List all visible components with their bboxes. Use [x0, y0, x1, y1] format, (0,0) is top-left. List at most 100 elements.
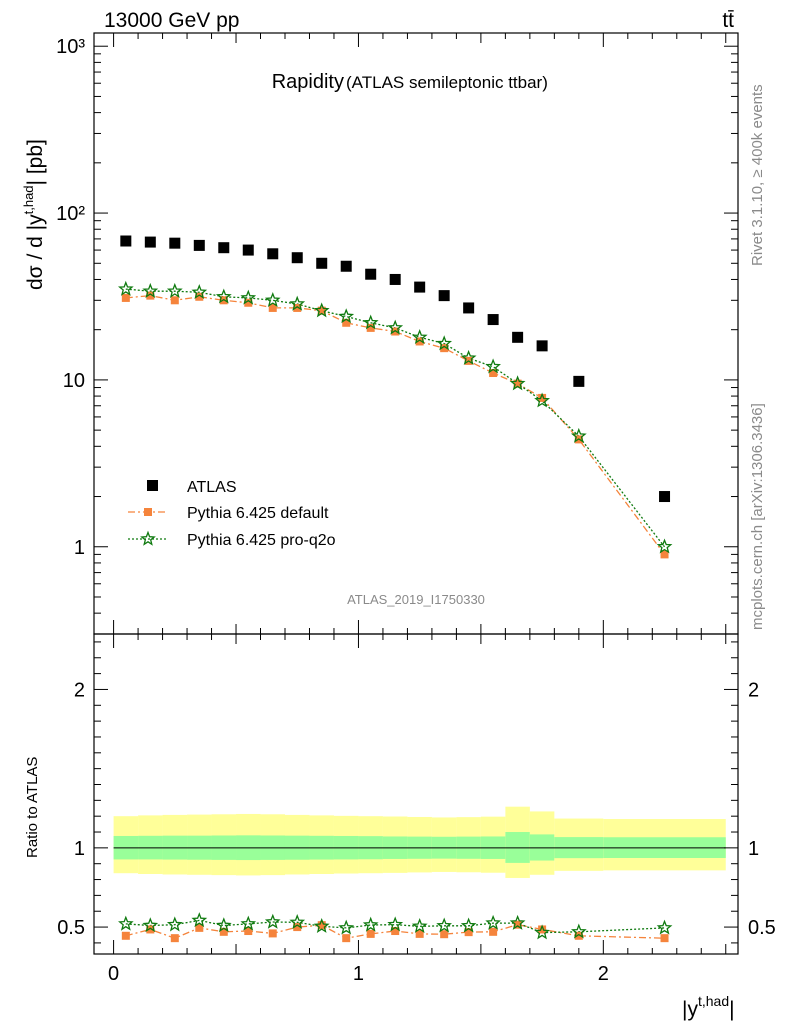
pythia-default-point	[317, 306, 326, 315]
ratio-pythia-default-point	[293, 923, 302, 932]
pythia-default-point	[293, 303, 302, 312]
pythia-proq2o-point	[436, 335, 453, 351]
pythia-proq2o-point	[485, 358, 501, 374]
pythia-proq2o-point	[509, 375, 526, 391]
ratio-pythia-proq2o-point	[215, 917, 232, 933]
x-axis-label: |yt,had|	[682, 993, 735, 1021]
pythia-proq2o-point	[289, 295, 306, 311]
pythia-proq2o-point	[142, 282, 159, 298]
pythia-default-point	[121, 293, 130, 302]
axis-ticks: 1 10 10² 10³ 0.5 0.5 1 1 2 2 0 1 2	[56, 33, 776, 985]
y-tick-label-ratio-right: 1	[748, 838, 759, 860]
legend-label-pythia-proq2o: Pythia 6.425 pro-q2o	[187, 532, 336, 549]
chart-title: Rapidity	[272, 71, 344, 93]
pythia-proq2o-point	[191, 284, 208, 300]
ratio-pythia-default-point	[574, 931, 583, 940]
pythia-default-point	[538, 393, 547, 402]
ratio-pythia-proq2o-point	[509, 914, 526, 930]
ratio-pythia-default-point	[415, 929, 424, 938]
ratio-pythia-proq2o-point	[240, 915, 257, 931]
ratio-pythia-default-point	[464, 928, 473, 937]
ratio-panel	[93, 633, 739, 955]
ratio-pythia-default-point	[317, 921, 326, 930]
ratio-pythia-proq2o-point	[570, 923, 587, 939]
pythia-proq2o-point	[313, 302, 330, 318]
header-left: 13000 GeV pp	[104, 9, 239, 32]
atlas-data-point	[573, 375, 585, 387]
ratio-pythia-default-point	[170, 934, 179, 943]
atlas-data-point	[144, 236, 156, 248]
ratio-pythia-default-point	[219, 927, 228, 936]
pythia-default-point	[415, 337, 424, 346]
ratio-pythia-proq2o-point	[191, 912, 208, 928]
ratio-pythia-default-point	[660, 934, 669, 943]
x-tick-label: 0	[108, 963, 119, 985]
atlas-data-point	[316, 257, 328, 269]
ratio-pythia-default-point	[121, 931, 130, 940]
y-tick-label-ratio-right: 2	[748, 679, 759, 701]
y-tick-label-ratio-right: 0.5	[748, 917, 776, 939]
ratio-pythia-default-point	[268, 929, 277, 938]
pythia-default-point	[342, 318, 351, 327]
pythia-default-point	[146, 291, 155, 300]
atlas-data-point	[340, 260, 352, 272]
atlas-data-point	[487, 314, 499, 326]
y-tick-label-ratio-left: 2	[74, 679, 85, 701]
pythia-proq2o-point	[338, 308, 355, 324]
pythia-proq2o-point	[264, 292, 281, 308]
pythia-proq2o-point	[387, 319, 404, 335]
y-tick-label-main: 10	[63, 370, 85, 392]
ratio-pythia-proq2o-point	[362, 916, 379, 932]
rivet-label: Rivet 3.1.10, ≥ 400k events	[749, 84, 766, 266]
uncertainty-bands	[113, 806, 726, 878]
atlas-data-point	[414, 281, 426, 293]
pythia-proq2o-point	[215, 288, 232, 304]
y-tick-label-main: 1	[74, 537, 85, 559]
atlas-data-point	[389, 273, 401, 285]
ratio-panel-frame	[93, 633, 739, 955]
mcplots-label: mcplots.cern.ch [arXiv:1306.3436]	[749, 403, 766, 630]
pythia-default-point	[366, 323, 375, 332]
atlas-data-point	[365, 268, 377, 280]
ratio-pythia-proq2o-point	[485, 914, 501, 930]
ratio-pythia-default-point	[244, 927, 253, 936]
atlas-data-point	[438, 290, 450, 302]
ratio-pythia-proq2o-point	[166, 916, 183, 932]
ratio-pythia-default-point	[366, 929, 375, 938]
ratio-pythia-default-point	[342, 934, 351, 943]
y-axis-label-main: dσ / d |yt,had| [pb]	[21, 139, 47, 290]
y-tick-label-ratio-left: 0.5	[57, 917, 85, 939]
header-right: tt̄	[722, 9, 734, 32]
atlas-data-point	[512, 331, 524, 343]
pythia-proq2o-point	[570, 427, 587, 443]
pythia-proq2o-point	[117, 280, 134, 296]
atlas-data-point	[242, 244, 254, 256]
legend-marker-pythia-proq2o	[140, 530, 156, 546]
atlas-data-point	[536, 340, 548, 352]
ratio-pythia-proq2o-point	[142, 917, 159, 933]
legend-label-atlas: ATLAS	[187, 479, 237, 496]
pythia-proq2o-point	[460, 349, 477, 365]
ratio-pythia-default-point	[440, 930, 449, 939]
ratio-pythia-proq2o-point	[118, 915, 134, 931]
legend-label-pythia-default: Pythia 6.425 default	[187, 505, 329, 522]
pythia-proq2o-point	[656, 538, 673, 554]
pythia-default-point	[513, 379, 522, 388]
legend-marker-atlas	[147, 480, 158, 491]
pythia-default-point	[244, 298, 253, 307]
pythia-proq2o-point	[166, 282, 183, 298]
atlas-data-point	[267, 248, 279, 260]
ratio-pythia-proq2o-point	[313, 918, 330, 933]
pythia-default-point	[440, 344, 449, 353]
pythia-proq2o-point	[362, 314, 379, 330]
atlas-data-point	[193, 239, 205, 251]
atlas-data-point	[218, 242, 230, 254]
ratio-pythia-proq2o-point	[289, 913, 306, 930]
ratio-pythia-default-point	[391, 927, 400, 936]
legend-marker-pythia-default	[144, 508, 152, 516]
x-tick-label: 2	[598, 963, 609, 985]
ratio-pythia-default-point	[146, 925, 155, 934]
ratio-pythia-proq2o-point	[387, 916, 404, 932]
ratio-pythia-proq2o-point	[436, 917, 452, 933]
